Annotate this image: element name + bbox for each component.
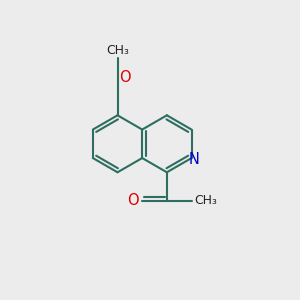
Text: O: O bbox=[128, 193, 139, 208]
Text: CH₃: CH₃ bbox=[195, 194, 218, 207]
Text: O: O bbox=[119, 70, 131, 85]
Text: N: N bbox=[189, 152, 200, 167]
Text: CH₃: CH₃ bbox=[106, 44, 129, 57]
